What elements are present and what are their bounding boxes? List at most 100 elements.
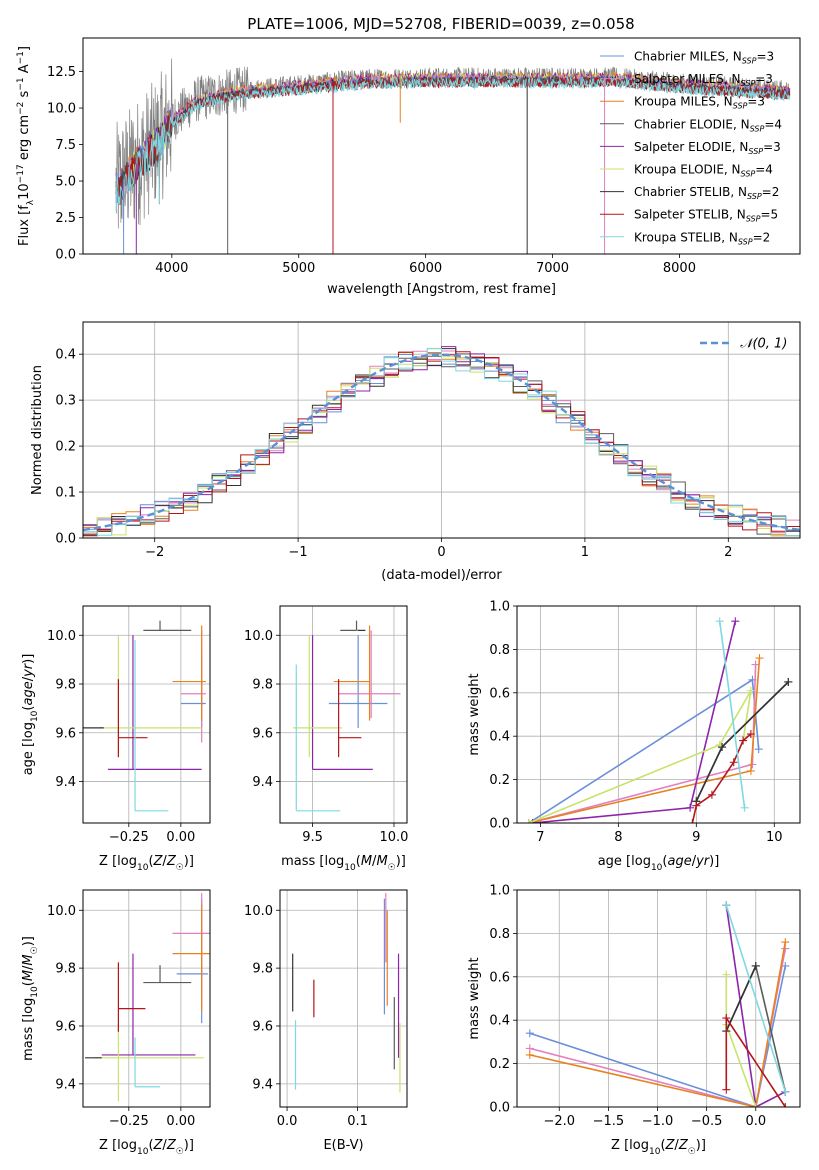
mass_vs_Z-y-tick-label: 9.8 (55, 962, 76, 977)
weight-marker-7 (739, 736, 748, 745)
weight_vs_Z-x-tick-label: −1.0 (642, 1114, 674, 1129)
residuals-y-tick-label: 0.4 (55, 348, 76, 363)
residuals-y-tick-label: 0.2 (55, 440, 76, 455)
residuals-x-tick-label: 0 (437, 545, 445, 560)
legend-label-7: Salpeter STELIB, NSSP=5 (634, 208, 778, 224)
legend-label-8: Kroupa STELIB, NSSP=2 (634, 230, 770, 246)
mass_vs_Z-frame (82, 889, 211, 1108)
weight_vs_Z-y-tick-label: 1.0 (489, 884, 510, 899)
weight-marker-4 (528, 819, 537, 823)
spectrum-x-tick-label: 6000 (409, 261, 442, 276)
weight_vs_Z-frame (516, 889, 801, 1108)
spectrum-x-tick-label: 8000 (663, 261, 696, 276)
normal-reference-curve (83, 353, 800, 532)
spectrum-y-tick-label: 12.5 (47, 65, 76, 80)
mass_vs_ebv-y-tick-label: 9.4 (252, 1077, 273, 1092)
spectrum-axes: 4000 5000 6000 7000 8000 0.0 2.5 5.0 7.5 10.0 12.5 (47, 65, 696, 276)
mass_vs_ebv-frame (279, 889, 408, 1108)
mass_vs_Z-y-tick-label: 9.6 (55, 1019, 76, 1034)
weight_vs_Z-series (525, 901, 790, 1107)
residuals-x-axis-label: (data-model)/error (381, 568, 502, 583)
spectrum-x-tick-label: 5000 (282, 261, 315, 276)
weight-line-2 (529, 941, 787, 1107)
spectrum-y-tick-label: 10.0 (47, 102, 76, 117)
spectrum-x-tick-label: 4000 (155, 261, 188, 276)
mass_vs_Z-x-tick-label: −0.25 (109, 1114, 149, 1129)
weight-marker-7 (692, 801, 701, 810)
histogram-step-8 (83, 348, 800, 537)
weight_vs_age-y-tick-label: 0.6 (489, 686, 510, 701)
residuals-y-axis-label: Normed distribution (30, 365, 45, 495)
weight-line-0 (529, 965, 787, 1107)
age_vs_mass-x-tick-label: 9.5 (302, 830, 323, 845)
weight-line-7 (691, 733, 752, 823)
mass_vs_ebv-axes: 0.0 0.1 9.4 9.6 9.8 10.0 (244, 890, 407, 1129)
weight_vs_Z-x-axis-label: Z [log10(Z/Z☉)] (611, 1138, 706, 1157)
weight-line-5 (528, 690, 752, 823)
residuals-y-tick-label: 0.3 (55, 394, 76, 409)
age_vs_Z-y-tick-label: 10.0 (47, 629, 76, 644)
weight-marker-7 (729, 758, 738, 767)
age_vs_mass-y-tick-label: 9.4 (252, 775, 273, 790)
spectrum-x-tick-label: 7000 (536, 261, 569, 276)
legend-label-4: Salpeter ELODIE, NSSP=3 (634, 140, 781, 156)
weight_vs_age-y-axis-label: mass weight (467, 673, 482, 755)
legend-label-0: Chabrier MILES, NSSP=3 (634, 50, 774, 66)
weight-marker-7 (707, 790, 716, 799)
spectrum-y-tick-label: 7.5 (55, 138, 76, 153)
figure-title: PLATE=1006, MJD=52708, FIBERID=0039, z=0… (247, 15, 634, 33)
mass_vs_Z-y-tick-label: 9.4 (55, 1077, 76, 1092)
mass_vs_ebv-y-tick-label: 9.6 (252, 1019, 273, 1034)
legend-label-normal: 𝒩(0, 1) (740, 337, 787, 352)
weight-marker-8 (740, 803, 749, 812)
weight-marker-7 (746, 730, 755, 739)
weight_vs_age-x-axis-label: age [log10(age/yr)] (598, 854, 720, 873)
weight_vs_age-y-tick-label: 0.0 (489, 817, 510, 832)
weight_vs_Z-x-tick-label: −2.0 (543, 1114, 575, 1129)
weight-marker-2 (525, 1050, 534, 1059)
age_vs_mass-y-tick-label: 9.8 (252, 678, 273, 693)
weight-marker-0 (525, 1029, 534, 1038)
age_vs_mass-x-axis-label: mass [log10(M/M☉)] (281, 854, 406, 873)
weight-marker-7 (722, 1085, 731, 1094)
weight-marker-1 (748, 760, 757, 769)
residuals-x-tick-label: 2 (724, 545, 732, 560)
age_vs_Z-x-tick-label: −0.25 (109, 830, 149, 845)
weight_vs_Z-y-tick-label: 0.0 (489, 1101, 510, 1116)
mass_vs_ebv-errorbars (292, 892, 401, 1093)
weight_vs_age-x-tick-label: 8 (614, 830, 622, 845)
legend-label-2: Kroupa MILES, NSSP=3 (634, 95, 765, 111)
spectrum-y-tick-label: 5.0 (55, 175, 76, 190)
age_vs_mass-y-tick-label: 10.0 (244, 629, 273, 644)
age_vs_Z-x-axis-label: Z [log10(Z/Z☉)] (99, 854, 194, 873)
spectrum-lines (115, 58, 791, 254)
residuals-frame (82, 321, 801, 539)
weight-line-5 (725, 974, 786, 1107)
age_vs_Z-y-tick-label: 9.4 (55, 775, 76, 790)
weight_vs_age-y-tick-label: 0.8 (489, 643, 510, 658)
weight-marker-7 (688, 819, 697, 823)
weight_vs_age-series (524, 617, 793, 823)
spectrum-y-tick-label: 0.0 (55, 248, 76, 263)
mass_vs_ebv-y-tick-label: 9.8 (252, 962, 273, 977)
weight-marker-8 (781, 1087, 790, 1096)
weight_vs_Z-y-tick-label: 0.4 (489, 1014, 510, 1029)
age_vs_Z-frame (82, 605, 211, 824)
weight_vs_Z-y-tick-label: 0.8 (489, 927, 510, 942)
mass_vs_ebv-x-tick-label: 0.0 (277, 1114, 298, 1129)
weight-marker-5 (751, 1103, 760, 1107)
legend-label-6: Chabrier STELIB, NSSP=2 (634, 185, 779, 201)
mass_vs_Z-axes: −0.25 0.00 9.4 9.6 9.8 10.0 (47, 890, 210, 1129)
mass_vs_ebv-x-tick-label: 0.1 (347, 1114, 368, 1129)
mass_vs_ebv-y-tick-label: 10.0 (244, 904, 273, 919)
age_vs_Z-errorbars (83, 620, 206, 812)
weight-marker-8 (722, 901, 731, 910)
mass_vs_Z-x-axis-label: Z [log10(Z/Z☉)] (99, 1138, 194, 1157)
spectrum-y-axis-label: Flux [fλ10−17 erg cm−2 s−1 A−1] (16, 46, 36, 246)
age_vs_Z-x-tick-label: 0.00 (166, 830, 195, 845)
weight_vs_age-x-tick-label: 9 (692, 830, 700, 845)
age_vs_mass-errorbars (293, 620, 401, 812)
weight_vs_Z-x-tick-label: −1.5 (593, 1114, 625, 1129)
plot-area: 4000 5000 6000 7000 80000.02.55.07.510.012.5… (16, 37, 801, 1157)
mass_vs_Z-x-tick-label: 0.00 (166, 1114, 195, 1129)
